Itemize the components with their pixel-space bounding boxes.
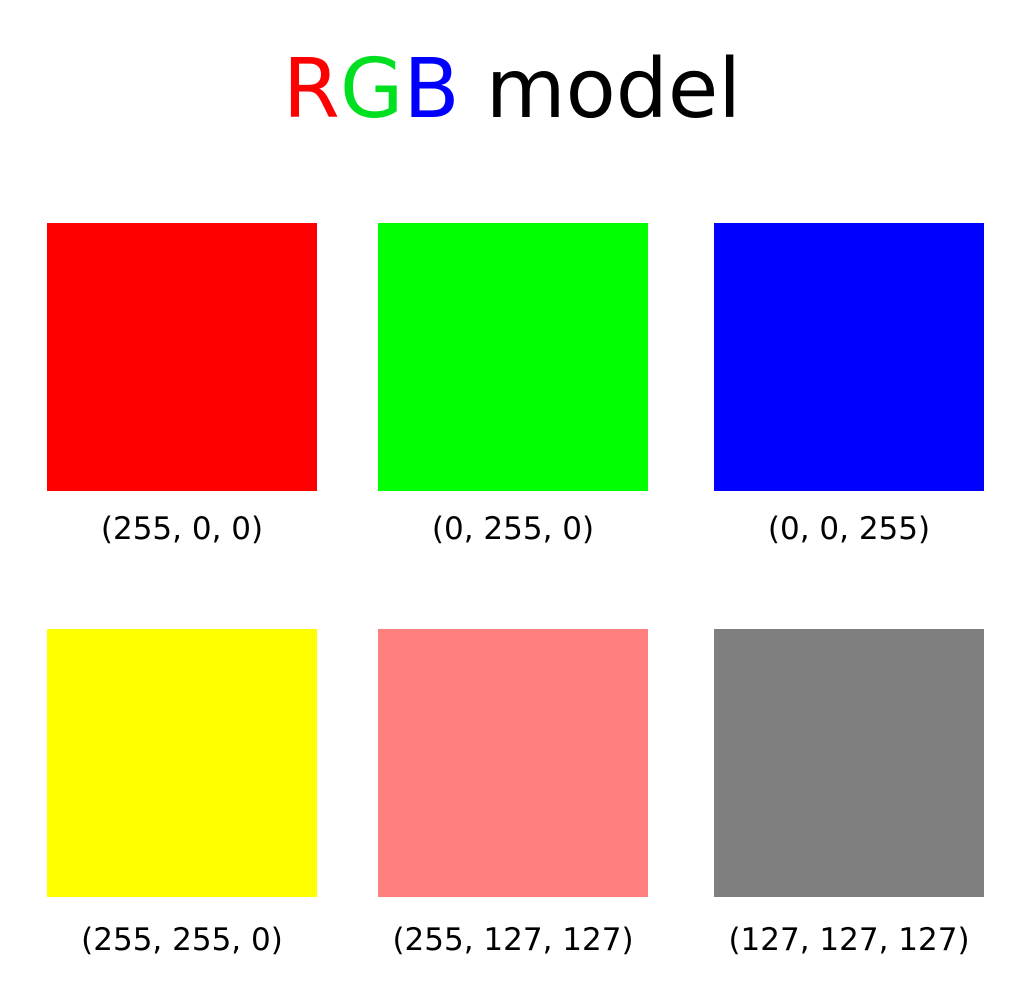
title-letter-r: R (282, 42, 340, 137)
swatch-label-red: (255, 0, 0) (100, 511, 264, 547)
swatch-gray (714, 629, 984, 897)
swatch-label-green: (0, 255, 0) (431, 511, 595, 547)
swatch-light-red (378, 629, 648, 897)
swatch-label-yellow: (255, 255, 0) (81, 922, 283, 958)
swatch-green (378, 223, 648, 491)
swatch-label-blue: (0, 0, 255) (767, 511, 931, 547)
swatch-label-gray: (127, 127, 127) (728, 922, 970, 958)
title-letter-g: G (339, 42, 404, 137)
swatch-blue (714, 223, 984, 491)
page-title: RGB model (0, 40, 1024, 140)
swatch-label-light-red: (255, 127, 127) (392, 922, 634, 958)
title-word-model: model (459, 42, 742, 137)
swatch-red (47, 223, 317, 491)
title-letter-b: B (403, 42, 460, 137)
swatch-yellow (47, 629, 317, 897)
